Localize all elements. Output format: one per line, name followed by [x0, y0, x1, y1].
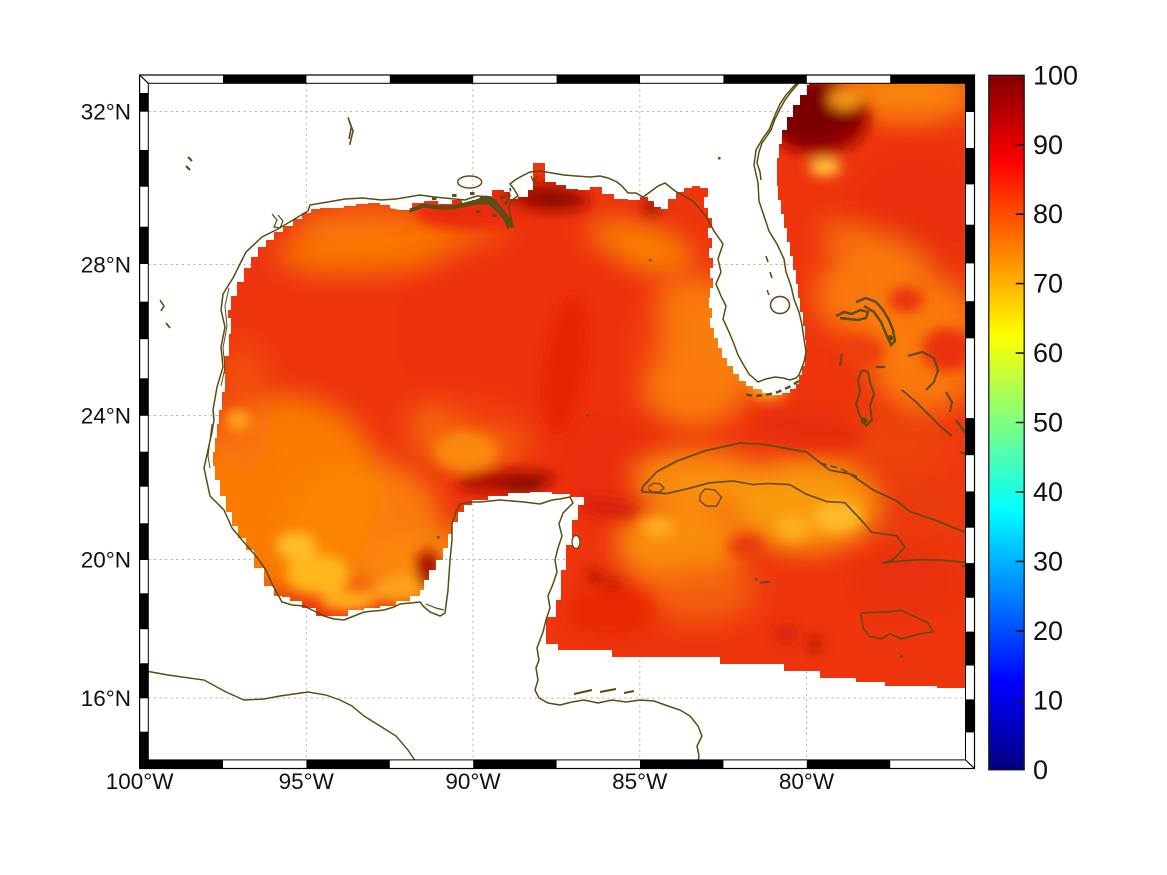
- svg-text:30: 30: [1033, 546, 1063, 576]
- svg-text:95°W: 95°W: [279, 769, 335, 794]
- svg-text:100°W: 100°W: [106, 769, 175, 794]
- svg-text:16°N: 16°N: [81, 686, 131, 711]
- svg-text:80°W: 80°W: [779, 769, 835, 794]
- svg-text:20°N: 20°N: [81, 548, 131, 573]
- svg-text:90: 90: [1033, 130, 1063, 160]
- svg-text:90°W: 90°W: [445, 769, 501, 794]
- svg-text:85°W: 85°W: [612, 769, 668, 794]
- svg-text:40: 40: [1033, 477, 1063, 507]
- svg-text:0: 0: [1033, 755, 1048, 785]
- svg-text:24°N: 24°N: [81, 404, 131, 429]
- svg-text:80: 80: [1033, 199, 1063, 229]
- svg-text:28°N: 28°N: [81, 253, 131, 278]
- svg-text:20: 20: [1033, 616, 1063, 646]
- svg-text:32°N: 32°N: [81, 100, 131, 125]
- svg-text:50: 50: [1033, 408, 1063, 438]
- svg-text:100: 100: [1033, 60, 1078, 90]
- svg-text:60: 60: [1033, 338, 1063, 368]
- svg-text:70: 70: [1033, 269, 1063, 299]
- svg-text:10: 10: [1033, 685, 1063, 715]
